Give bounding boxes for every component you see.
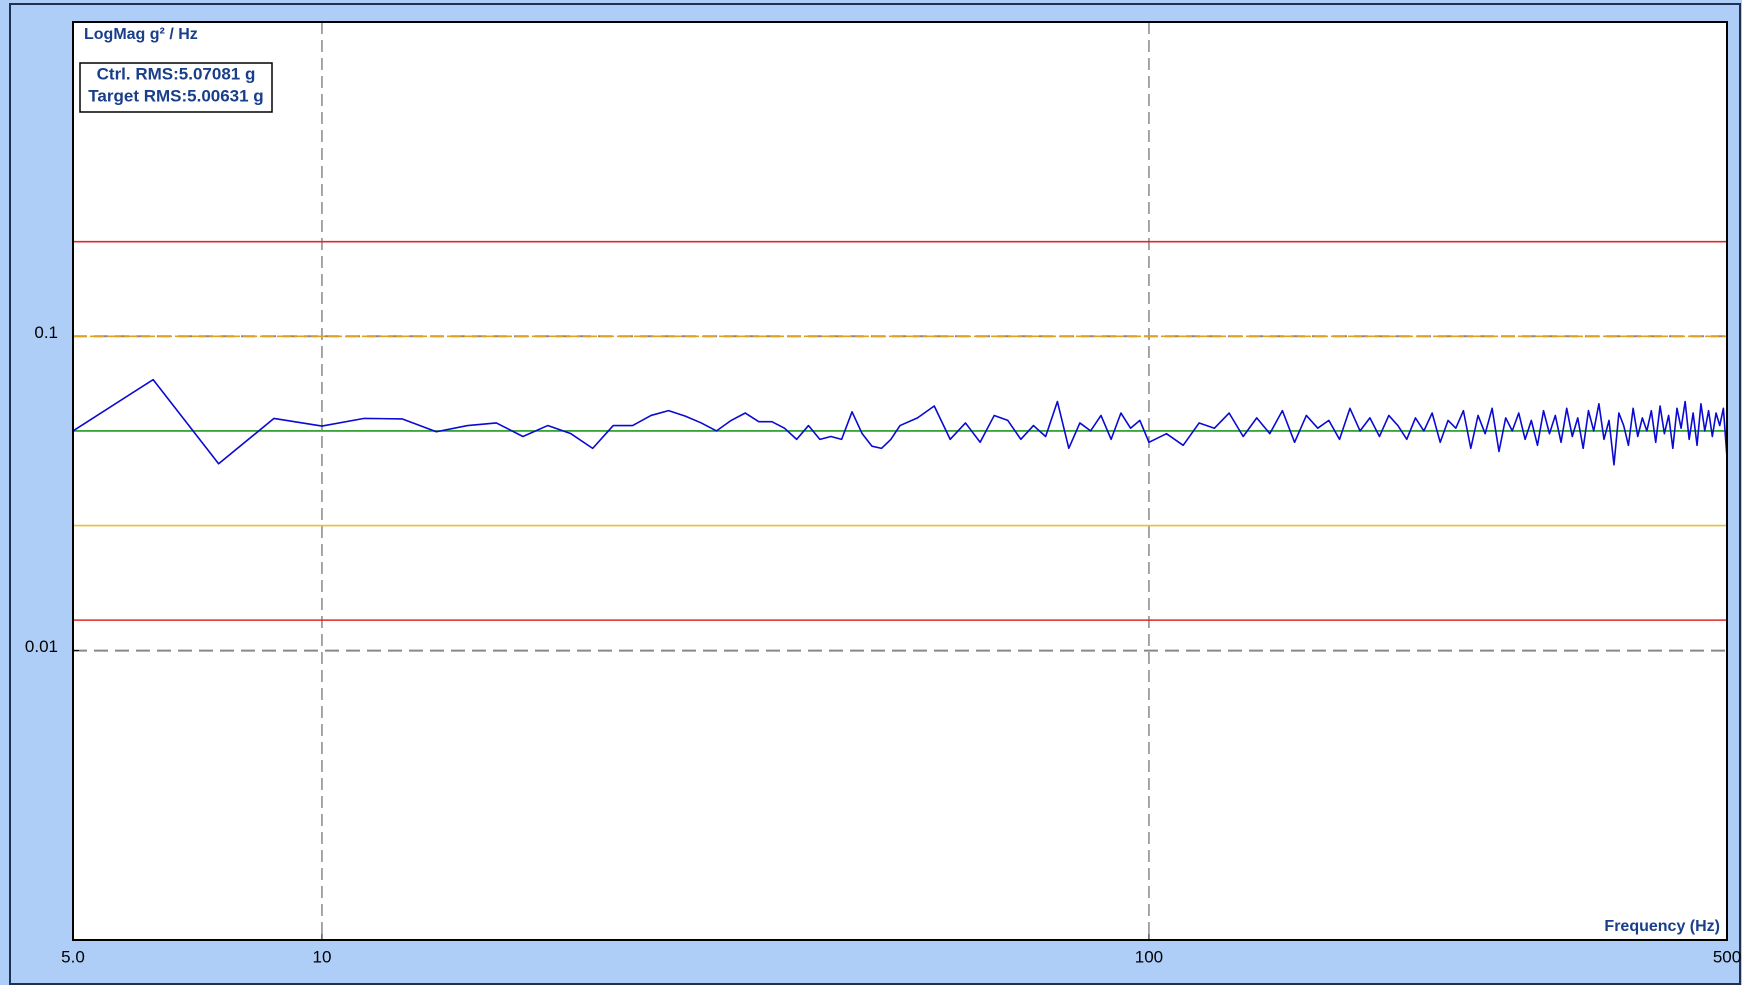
x-tick-label: 5.0 — [61, 947, 85, 966]
x-tick-label: 500 — [1713, 947, 1741, 966]
y-tick-label: 0.01 — [25, 637, 58, 656]
x-axis-label: Frequency (Hz) — [1604, 918, 1720, 935]
y-tick-label: 0.1 — [34, 323, 58, 342]
target-rms: Target RMS:5.00631 g — [88, 86, 263, 105]
ctrl-rms: Ctrl. RMS:5.07081 g — [97, 64, 256, 83]
y-axis-label: LogMag g² / Hz — [84, 26, 198, 43]
signal-line — [72, 378, 1728, 466]
x-tick-label: 100 — [1135, 947, 1163, 966]
plot-frame — [72, 21, 1728, 941]
rms-box — [79, 62, 273, 113]
x-tick-label: 10 — [312, 947, 331, 966]
plot-area — [73, 22, 1727, 940]
